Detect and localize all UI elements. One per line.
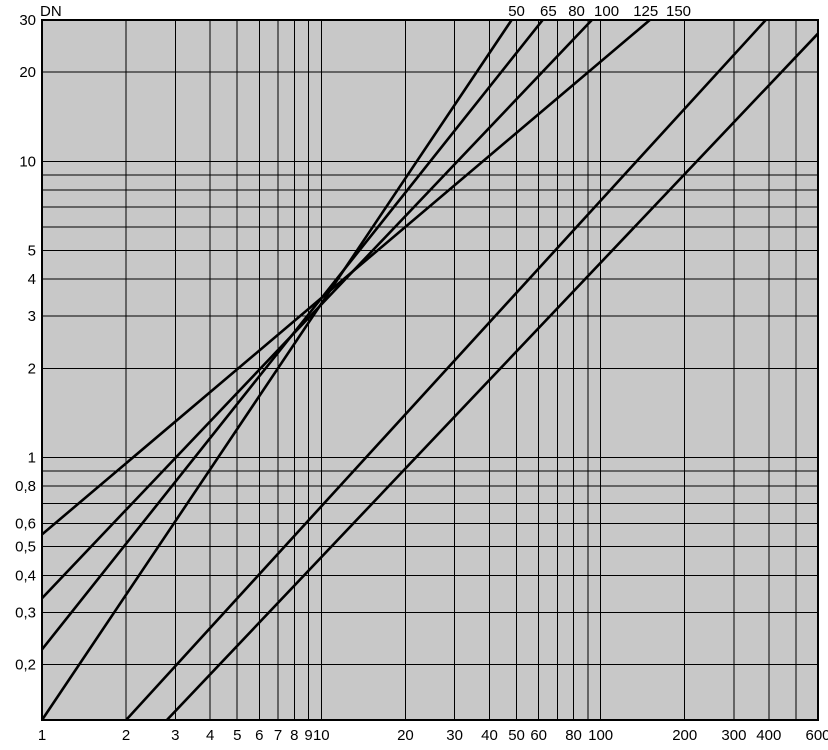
x-tick-label: 80 — [565, 727, 582, 744]
log-log-chart: 123456789102030405060801002003004006000,… — [0, 0, 828, 750]
y-tick-label: 10 — [19, 153, 36, 170]
y-tick-label: 30 — [19, 12, 36, 29]
y-tick-label: 0,4 — [15, 567, 36, 584]
x-tick-label: 3 — [171, 727, 179, 744]
x-tick-label: 7 — [274, 727, 282, 744]
x-tick-label: 50 — [508, 727, 525, 744]
x-tick-label: 300 — [721, 727, 746, 744]
x-tick-label: 400 — [756, 727, 781, 744]
y-tick-label: 0,6 — [15, 515, 36, 532]
x-tick-label: 100 — [588, 727, 613, 744]
y-tick-label: 2 — [28, 360, 36, 377]
y-tick-label: 4 — [28, 271, 36, 288]
x-tick-label: 30 — [446, 727, 463, 744]
dn-line-label: 125 — [633, 3, 658, 20]
y-tick-label: 0,5 — [15, 539, 36, 556]
dn-line-label: 50 — [508, 3, 525, 20]
x-tick-label: 60 — [530, 727, 547, 744]
x-tick-label: 9 — [304, 727, 312, 744]
dn-line-label: 150 — [666, 3, 691, 20]
dn-line-label: 100 — [594, 3, 619, 20]
x-tick-label: 8 — [290, 727, 298, 744]
y-tick-label: 0,2 — [15, 657, 36, 674]
y-tick-label: 0,8 — [15, 478, 36, 495]
x-tick-label: 40 — [481, 727, 498, 744]
x-tick-label: 4 — [206, 727, 214, 744]
y-tick-label: 3 — [28, 308, 36, 325]
x-tick-label: 1 — [38, 727, 46, 744]
x-tick-label: 5 — [233, 727, 241, 744]
dn-line-label: 80 — [568, 3, 585, 20]
y-tick-label: 5 — [28, 242, 36, 259]
dn-line-label: 65 — [540, 3, 557, 20]
x-tick-label: 600 — [805, 727, 828, 744]
x-tick-label: 2 — [122, 727, 130, 744]
y-tick-label: 0,3 — [15, 604, 36, 621]
x-tick-label: 6 — [255, 727, 263, 744]
y-tick-label: 1 — [28, 450, 36, 467]
y-tick-label: 20 — [19, 64, 36, 81]
chart-container: 123456789102030405060801002003004006000,… — [0, 0, 828, 750]
x-tick-label: 20 — [397, 727, 414, 744]
x-tick-label: 10 — [313, 727, 330, 744]
x-tick-label: 200 — [672, 727, 697, 744]
dn-axis-label: DN — [40, 3, 62, 20]
